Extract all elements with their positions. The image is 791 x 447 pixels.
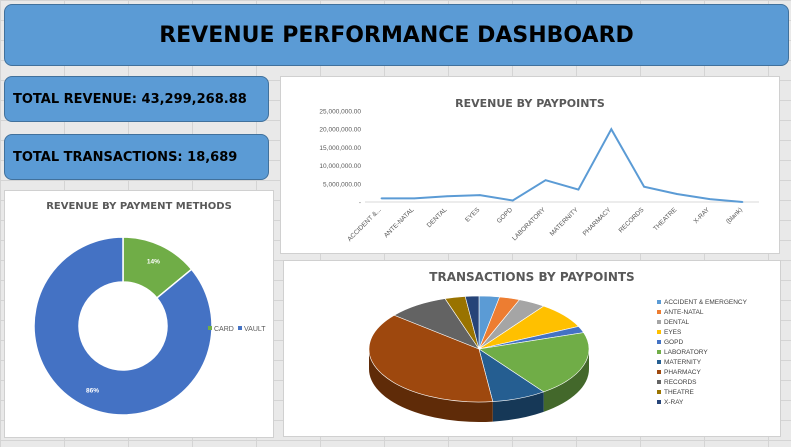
data-point [413,197,416,200]
legend-label: PHARMACY [664,369,702,376]
legend-label: ANTE-NATAL [664,309,704,316]
legend-swatch [657,350,661,354]
donut-slice [33,236,213,416]
y-tick-label: 15,000,000.00 [319,145,361,152]
legend-label: LABORATORY [664,349,708,356]
x-tick-label: (blank) [725,206,744,225]
legend-swatch [657,400,661,404]
pie-slice [368,314,494,403]
data-point [380,197,383,200]
x-tick-label: ACCIDENT &... [346,206,383,243]
legend-swatch [657,360,661,364]
y-tick-label: 10,000,000.00 [319,163,361,170]
legend-swatch [657,390,661,394]
dashboard-banner: REVENUE PERFORMANCE DASHBOARD [4,4,789,66]
legend-label: EYES [664,329,682,336]
chart-title: TRANSACTIONS BY PAYPOINTS [429,270,635,284]
legend-swatch [657,370,661,374]
donut-chart-plot: 14% 86% CARD VAULT [33,236,266,416]
legend-swatch [657,340,661,344]
data-point [643,185,645,188]
legend-swatch [657,320,661,324]
x-tick-label: PHARMACY [582,206,613,237]
x-tick-label: THEATRE [652,206,679,233]
y-tick-label: 20,000,000.00 [319,127,361,134]
pie-slice [478,332,590,393]
x-tick-label: ANTE-NATAL [383,206,416,239]
data-point [479,194,481,196]
series-line [381,127,743,203]
total-transactions-card: TOTAL TRANSACTIONS: 18,689 [4,134,269,180]
legend-label: DENTAL [664,319,690,326]
data-point [511,199,514,202]
data-point [708,198,711,200]
x-tick-label: MATERNITY [549,206,581,238]
legend-swatch [657,380,661,384]
legend-swatch [657,310,661,314]
revenue-by-payment-methods-chart: REVENUE BY PAYMENT METHODS 14% 86% CARD VAU… [4,190,274,438]
legend-label: X-RAY [664,399,684,406]
legend-label: RECORDS [664,379,697,386]
legend-label: CARD [214,326,234,333]
legend-swatch [208,326,212,330]
legend-swatch [657,300,661,304]
pie-slice [464,295,480,350]
data-point [741,201,744,203]
pie-slice-side [492,391,544,422]
x-tick-label: DENTAL [426,206,449,229]
legend-label: VAULT [244,326,266,333]
data-point [577,188,580,191]
y-tick-label: 25,000,000.00 [319,109,361,116]
pie-slice-side [369,349,493,422]
y-tick-label: 5,000,000.00 [323,181,361,188]
pie-slice-side [543,349,589,412]
pie-chart-plot: ACCIDENT & EMERGENCY ANTE-NATAL DENTAL EYES… [368,295,748,422]
x-tick-label: RECORDS [618,206,646,234]
total-revenue-card: TOTAL REVENUE: 43,299,268.88 [4,76,269,122]
y-tick-label: - [359,200,361,207]
data-label: 14% [147,258,160,265]
data-point [446,195,448,197]
data-point [676,193,678,195]
data-point [610,128,613,130]
legend-label: MATERNITY [664,359,702,366]
legend-swatch [238,326,242,330]
x-tick-label: GOPD [496,206,515,225]
x-tick-label: X-RAY [693,206,712,225]
chart-title: REVENUE BY PAYPOINTS [455,97,605,110]
legend-label: THEATRE [664,389,695,396]
legend-label: ACCIDENT & EMERGENCY [664,299,748,306]
x-tick-label: LABORATORY [511,206,547,242]
legend-label: GOPD [664,339,683,346]
x-tick-label: EYES [464,206,482,224]
legend-swatch [657,330,661,334]
page-title: REVENUE PERFORMANCE DASHBOARD [159,22,634,48]
chart-title: REVENUE BY PAYMENT METHODS [46,201,232,212]
data-label: 86% [86,388,99,395]
data-point [544,179,547,181]
transactions-by-paypoints-chart: TRANSACTIONS BY PAYPOINTS ACCIDENT & EME… [283,260,781,437]
line-chart-plot: - 5,000,000.00 10,000,000.00 15,000,000.00 2… [319,109,759,243]
revenue-by-paypoints-chart: REVENUE BY PAYPOINTS - 5,000,000.00 10,000… [280,76,780,254]
